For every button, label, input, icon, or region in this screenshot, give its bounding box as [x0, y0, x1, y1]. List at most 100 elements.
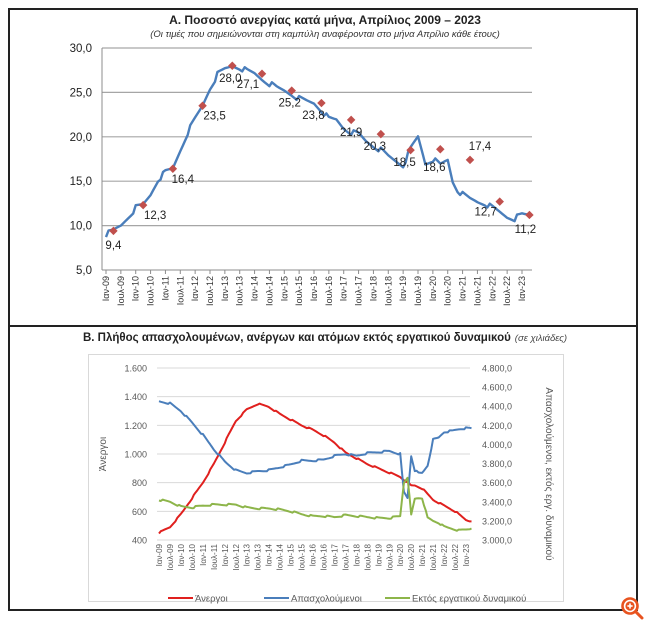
y-tick-label-right: 4.400,0: [482, 402, 512, 412]
y-axis-title-right: Απασχολούμενοι, εκτός εργ. δυναμικού: [543, 387, 555, 560]
y-tick-label: 5,0: [76, 265, 92, 277]
chart-a-title: Α. Ποσοστό ανεργίας κατά μήνα, Απρίλιος …: [169, 13, 481, 27]
x-tick-label: Ιουλ-20: [407, 543, 416, 570]
x-tick-label: Ιουλ-13: [254, 543, 263, 570]
legend-label: Εκτός εργατικού δυναμικού: [412, 594, 526, 605]
x-tick-label: Ιουλ-21: [472, 276, 482, 306]
x-tick-label: Ιουλ-16: [324, 276, 334, 306]
legend-item: Άνεργοι: [168, 594, 228, 605]
y-tick-label-right: 4.000,0: [482, 440, 512, 450]
y-tick-label-right: 3.600,0: [482, 478, 512, 488]
x-tick-label: Ιουλ-09: [116, 276, 126, 306]
x-tick-label: Ιαν-15: [279, 276, 289, 301]
x-tick-label: Ιουλ-12: [205, 276, 215, 306]
zoom-in-icon: [621, 597, 644, 620]
chart-a-subtitle: (Οι τιμές που σημειώνονται στη καμπύλη α…: [150, 29, 500, 40]
x-tick-label: Ιαν-18: [352, 543, 361, 566]
x-tick-label: Ιαν-10: [177, 543, 186, 566]
x-tick-label: Ιαν-16: [309, 276, 319, 301]
x-tick-label: Ιουλ-12: [232, 543, 241, 570]
data-marker: [287, 86, 296, 95]
y-tick-label: 15,0: [70, 176, 92, 188]
x-tick-label: Ιαν-22: [440, 543, 449, 566]
data-label: 12,7: [475, 207, 497, 219]
x-tick-label: Ιαν-15: [287, 543, 296, 566]
data-label: 23,8: [302, 110, 324, 122]
data-marker: [109, 226, 118, 236]
x-tick-label: Ιουλ-21: [429, 543, 438, 570]
y-tick-label-right: 4.800,0: [482, 364, 512, 374]
x-tick-label: Ιουλ-15: [298, 543, 307, 570]
data-label: 12,3: [144, 210, 166, 222]
data-label: 21,9: [340, 127, 362, 139]
y-tick-label-right: 3.400,0: [482, 497, 512, 507]
data-label: 17,4: [469, 141, 492, 153]
y-tick-label: 10,0: [70, 221, 92, 233]
y-tick-label-right: 3.200,0: [482, 516, 512, 526]
data-label: 11,2: [515, 224, 537, 236]
x-tick-label: Ιουλ-19: [385, 543, 394, 570]
x-tick-label: Ιαν-14: [250, 276, 260, 301]
x-tick-label: Ιουλ-10: [146, 276, 156, 306]
x-tick-label: Ιαν-18: [368, 276, 378, 301]
zoom-in-button[interactable]: [620, 596, 644, 620]
y-tick-label-right: 3.000,0: [482, 536, 512, 546]
y-tick-label-right: 3.800,0: [482, 459, 512, 469]
x-tick-label: Ιουλ-17: [354, 276, 364, 306]
x-tick-label: Ιαν-19: [374, 543, 383, 566]
y-tick-label-right: 4.600,0: [482, 383, 512, 393]
data-label: 25,2: [279, 98, 301, 110]
chart-b-area: [88, 354, 564, 602]
y-tick-label-left: 1.200: [124, 421, 147, 431]
data-label: 9,4: [105, 240, 122, 252]
x-tick-label: Ιαν-11: [160, 276, 170, 301]
data-marker: [436, 144, 445, 154]
data-marker: [257, 69, 267, 78]
legend-label: Άνεργοι: [195, 594, 228, 605]
x-tick-label: Ιαν-21: [458, 276, 468, 301]
chart-b-title-note: (σε χιλιάδες): [514, 333, 567, 344]
y-tick-label-left: 1.000: [124, 450, 147, 460]
chart-b-title-wrap: Β. Πλήθος απασχολουμένων, ανέργων και ατ…: [0, 332, 650, 344]
y-axis-title-left: Άνεργοι: [98, 437, 109, 471]
x-tick-label: Ιαν-20: [396, 543, 405, 566]
data-marker: [376, 129, 386, 139]
y-tick-label-left: 1.600: [124, 364, 147, 374]
x-tick-label: Ιαν-13: [220, 276, 230, 301]
y-tick-label: 30,0: [70, 43, 92, 55]
x-tick-label: Ιαν-12: [190, 276, 200, 301]
x-tick-label: Ιουλ-14: [264, 276, 274, 306]
data-marker: [138, 200, 148, 210]
x-tick-label: Ιαν-16: [309, 543, 318, 566]
data-label: 16,4: [172, 174, 195, 186]
figure-frame: [8, 8, 638, 611]
x-tick-label: Ιουλ-16: [319, 543, 328, 570]
data-label: 28,0: [219, 73, 241, 85]
x-tick-label: Ιουλ-22: [502, 276, 512, 306]
y-tick-label-left: 1.400: [124, 392, 147, 402]
series-line-unemployed: [158, 402, 472, 535]
data-label: 18,6: [423, 162, 445, 174]
data-marker: [168, 164, 178, 174]
chart-a: 5,0 10,0 15,0 20,0 25,0 30,0 Ιαν-09 Ιουλ-09 Ιαν-…: [70, 43, 537, 306]
series-line-unemployment-rate: [104, 65, 530, 238]
data-label: 23,5: [203, 111, 225, 123]
y-tick-label-right: 4.200,0: [482, 421, 512, 431]
x-tick-label: Ιαν-13: [243, 543, 252, 566]
x-tick-label: Ιαν-22: [487, 276, 497, 301]
legend-item: Εκτός εργατικού δυναμικού: [385, 594, 526, 605]
data-label: 18,5: [393, 157, 415, 169]
x-tick-label: Ιαν-20: [428, 276, 438, 301]
x-tick-label: Ιουλ-15: [294, 276, 304, 306]
x-tick-label: Ιαν-11: [199, 543, 208, 565]
x-tick-label: Ιαν-10: [131, 276, 141, 301]
x-tick-label: Ιαν-17: [339, 276, 349, 301]
x-tick-label: Ιουλ-17: [341, 543, 350, 570]
x-tick-label: Ιουλ-11: [210, 543, 219, 570]
x-tick-label: Ιαν-23: [517, 276, 527, 301]
x-tick-label: Ιαν-12: [221, 543, 230, 566]
data-marker: [495, 197, 504, 206]
panel-divider: [8, 325, 638, 327]
series-line-outside-labour-force: [158, 476, 472, 532]
x-tick-label: Ιουλ-13: [235, 276, 245, 306]
